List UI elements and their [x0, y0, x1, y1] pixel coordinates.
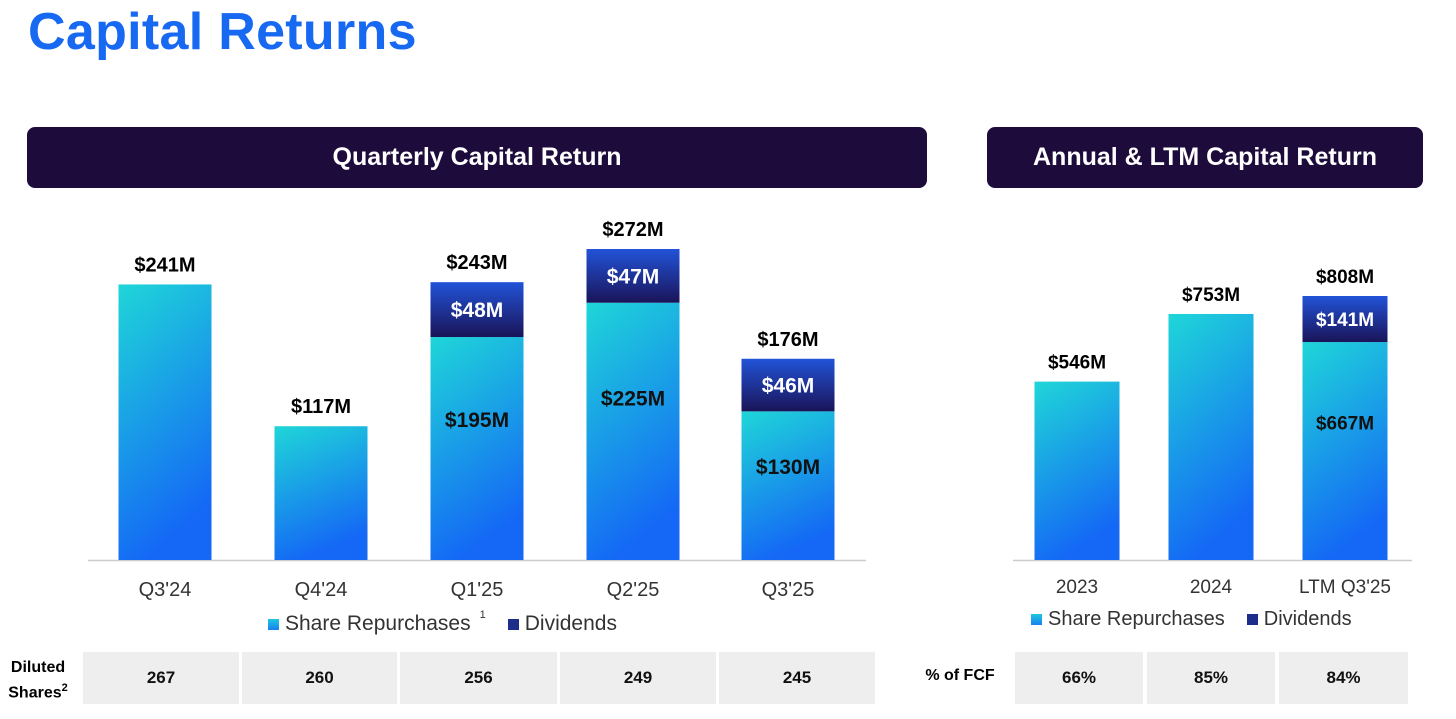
quarterly-total-label: $117M — [291, 396, 351, 418]
annual-repurchase-label: $667M — [1316, 414, 1374, 435]
annual-total-label: $546M — [1048, 353, 1106, 374]
quarterly-category-label: Q3'25 — [762, 579, 815, 601]
legend-dividends-label: Dividends — [524, 612, 617, 635]
page-title: Capital Returns — [28, 3, 417, 61]
annual-banner: Annual & LTM Capital Return — [987, 127, 1423, 188]
annual-dividend-label: $141M — [1316, 310, 1374, 331]
annual-repurchase-bar — [1034, 381, 1120, 560]
quarterly-dividend-label: $46M — [762, 375, 815, 398]
quarterly-total-label: $243M — [446, 252, 507, 274]
annual-legend: Share Repurchases Dividends — [1031, 608, 1352, 631]
diluted-shares-cell: 260 — [242, 652, 397, 704]
quarterly-dividend-bar — [741, 358, 835, 412]
dividends-swatch — [507, 618, 519, 630]
diluted-shares-cell: 256 — [400, 652, 557, 704]
quarterly-category-label: Q1'25 — [451, 579, 504, 601]
pct-fcf-cell: 66% — [1015, 652, 1143, 704]
quarterly-category-label: Q3'24 — [139, 579, 192, 601]
footnote-1: 1 — [479, 609, 486, 621]
repurchases-swatch — [1031, 614, 1042, 625]
quarterly-banner: Quarterly Capital Return — [27, 127, 927, 188]
pct-fcf-cell: 85% — [1147, 652, 1275, 704]
diluted-shares-label-line1: Diluted — [10, 659, 66, 676]
legend-repurchases-label: Share Repurchases — [285, 612, 471, 635]
annual-category-label: LTM Q3'25 — [1299, 577, 1391, 598]
quarterly-legend: Share Repurchases 1 Dividends — [268, 609, 617, 636]
quarterly-dividend-bar — [430, 282, 524, 338]
annual-total-label: $808M — [1316, 267, 1374, 288]
legend-dividends-label: Dividends — [1263, 608, 1352, 630]
annual-banner-title: Annual & LTM Capital Return — [1033, 143, 1377, 171]
quarterly-dividend-label: $47M — [607, 265, 660, 288]
quarterly-total-label: $176M — [757, 329, 818, 351]
quarterly-dividend-bar — [586, 249, 680, 303]
diluted-shares-cell: 249 — [560, 652, 716, 704]
annual-category-label: 2023 — [1056, 577, 1098, 598]
quarterly-repurchase-bar — [274, 426, 368, 560]
diluted-shares-cell: 245 — [719, 652, 875, 704]
annual-dividend-bar — [1302, 296, 1388, 343]
diluted-shares-label-line2: Shares — [8, 684, 62, 702]
diluted-shares-label: Diluted Shares2 — [2, 658, 74, 703]
quarterly-total-label: $241M — [134, 254, 195, 276]
annual-repurchase-bar — [1168, 313, 1254, 560]
annual-total-label: $753M — [1182, 285, 1240, 306]
quarterly-dividend-label: $48M — [451, 299, 504, 322]
pct-fcf-cell: 84% — [1279, 652, 1408, 704]
quarterly-repurchase-bar — [741, 411, 835, 560]
quarterly-repurchase-bar — [430, 337, 524, 560]
diluted-shares-cell: 267 — [83, 652, 239, 704]
footnote-2: 2 — [61, 682, 68, 694]
quarterly-total-label: $272M — [602, 219, 663, 241]
quarterly-repurchase-label: $225M — [601, 387, 665, 410]
quarterly-repurchase-label: $130M — [756, 456, 820, 479]
pct-fcf-label: % of FCF — [925, 667, 995, 684]
annual-category-label: 2024 — [1190, 577, 1233, 598]
quarterly-banner-title: Quarterly Capital Return — [332, 143, 622, 171]
quarterly-repurchase-bar — [118, 284, 212, 560]
annual-repurchase-bar — [1302, 342, 1388, 560]
repurchases-swatch — [268, 618, 279, 630]
legend-repurchases-label: Share Repurchases — [1048, 608, 1225, 630]
quarterly-repurchase-label: $195M — [445, 409, 509, 432]
quarterly-category-label: Q2'25 — [607, 579, 660, 601]
quarterly-repurchase-bar — [586, 302, 680, 560]
quarterly-category-label: Q4'24 — [295, 579, 348, 601]
dividends-swatch — [1246, 614, 1258, 625]
